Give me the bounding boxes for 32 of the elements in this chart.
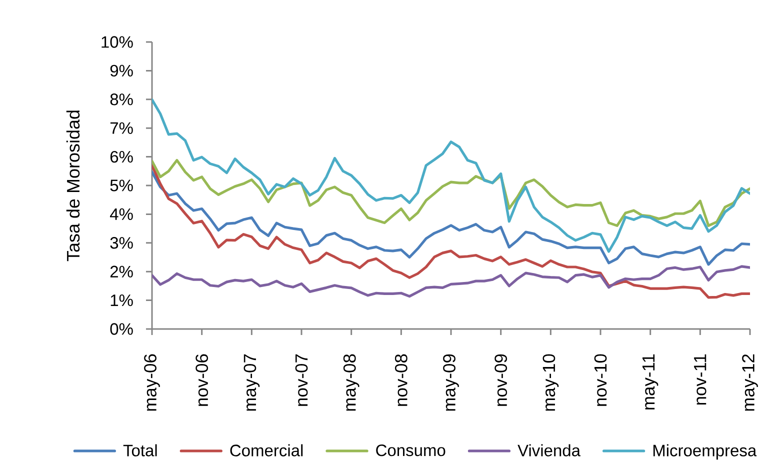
x-tick-label: may-06 bbox=[144, 354, 160, 411]
y-tick-label: 7% bbox=[110, 122, 133, 134]
y-tick-label: 3% bbox=[110, 237, 133, 249]
x-tick-label: may-09 bbox=[443, 354, 459, 411]
x-tick-label: nov-09 bbox=[494, 354, 508, 406]
legend-label: Vivienda bbox=[518, 444, 580, 456]
x-tick-label: may-12 bbox=[742, 354, 758, 411]
line-series bbox=[152, 265, 750, 298]
legend-label: Microempresa bbox=[653, 444, 757, 460]
x-tick-label: nov-08 bbox=[394, 354, 408, 406]
x-tick-label: nov-06 bbox=[196, 354, 208, 406]
y-tick-label: 0% bbox=[110, 323, 133, 335]
x-tick-label: nov-11 bbox=[694, 354, 706, 405]
legend-label: Total bbox=[123, 444, 157, 456]
legend-label: Comercial bbox=[230, 444, 303, 456]
x-tick-label: may-08 bbox=[343, 354, 360, 411]
y-tick-label: 10% bbox=[102, 36, 133, 48]
x-tick-label: may-11 bbox=[642, 354, 658, 410]
y-tick-label: 2% bbox=[110, 266, 133, 278]
y-tick-label: 8% bbox=[110, 94, 133, 106]
y-tick-label: 4% bbox=[110, 208, 133, 220]
line-series bbox=[152, 98, 750, 253]
x-tick-label: nov-07 bbox=[295, 354, 308, 406]
legend-label: Consumo bbox=[376, 444, 446, 456]
y-tick-label: 9% bbox=[110, 64, 133, 77]
x-tick-label: nov-10 bbox=[594, 354, 607, 406]
y-tick-label: 1% bbox=[110, 294, 133, 306]
x-tick-label: may-07 bbox=[244, 354, 260, 411]
y-tick-label: 5% bbox=[110, 180, 133, 192]
y-axis-title: Tasa de Morosidad bbox=[66, 110, 80, 262]
y-tick-label: 6% bbox=[110, 150, 133, 163]
x-tick-label: may-10 bbox=[542, 354, 559, 411]
